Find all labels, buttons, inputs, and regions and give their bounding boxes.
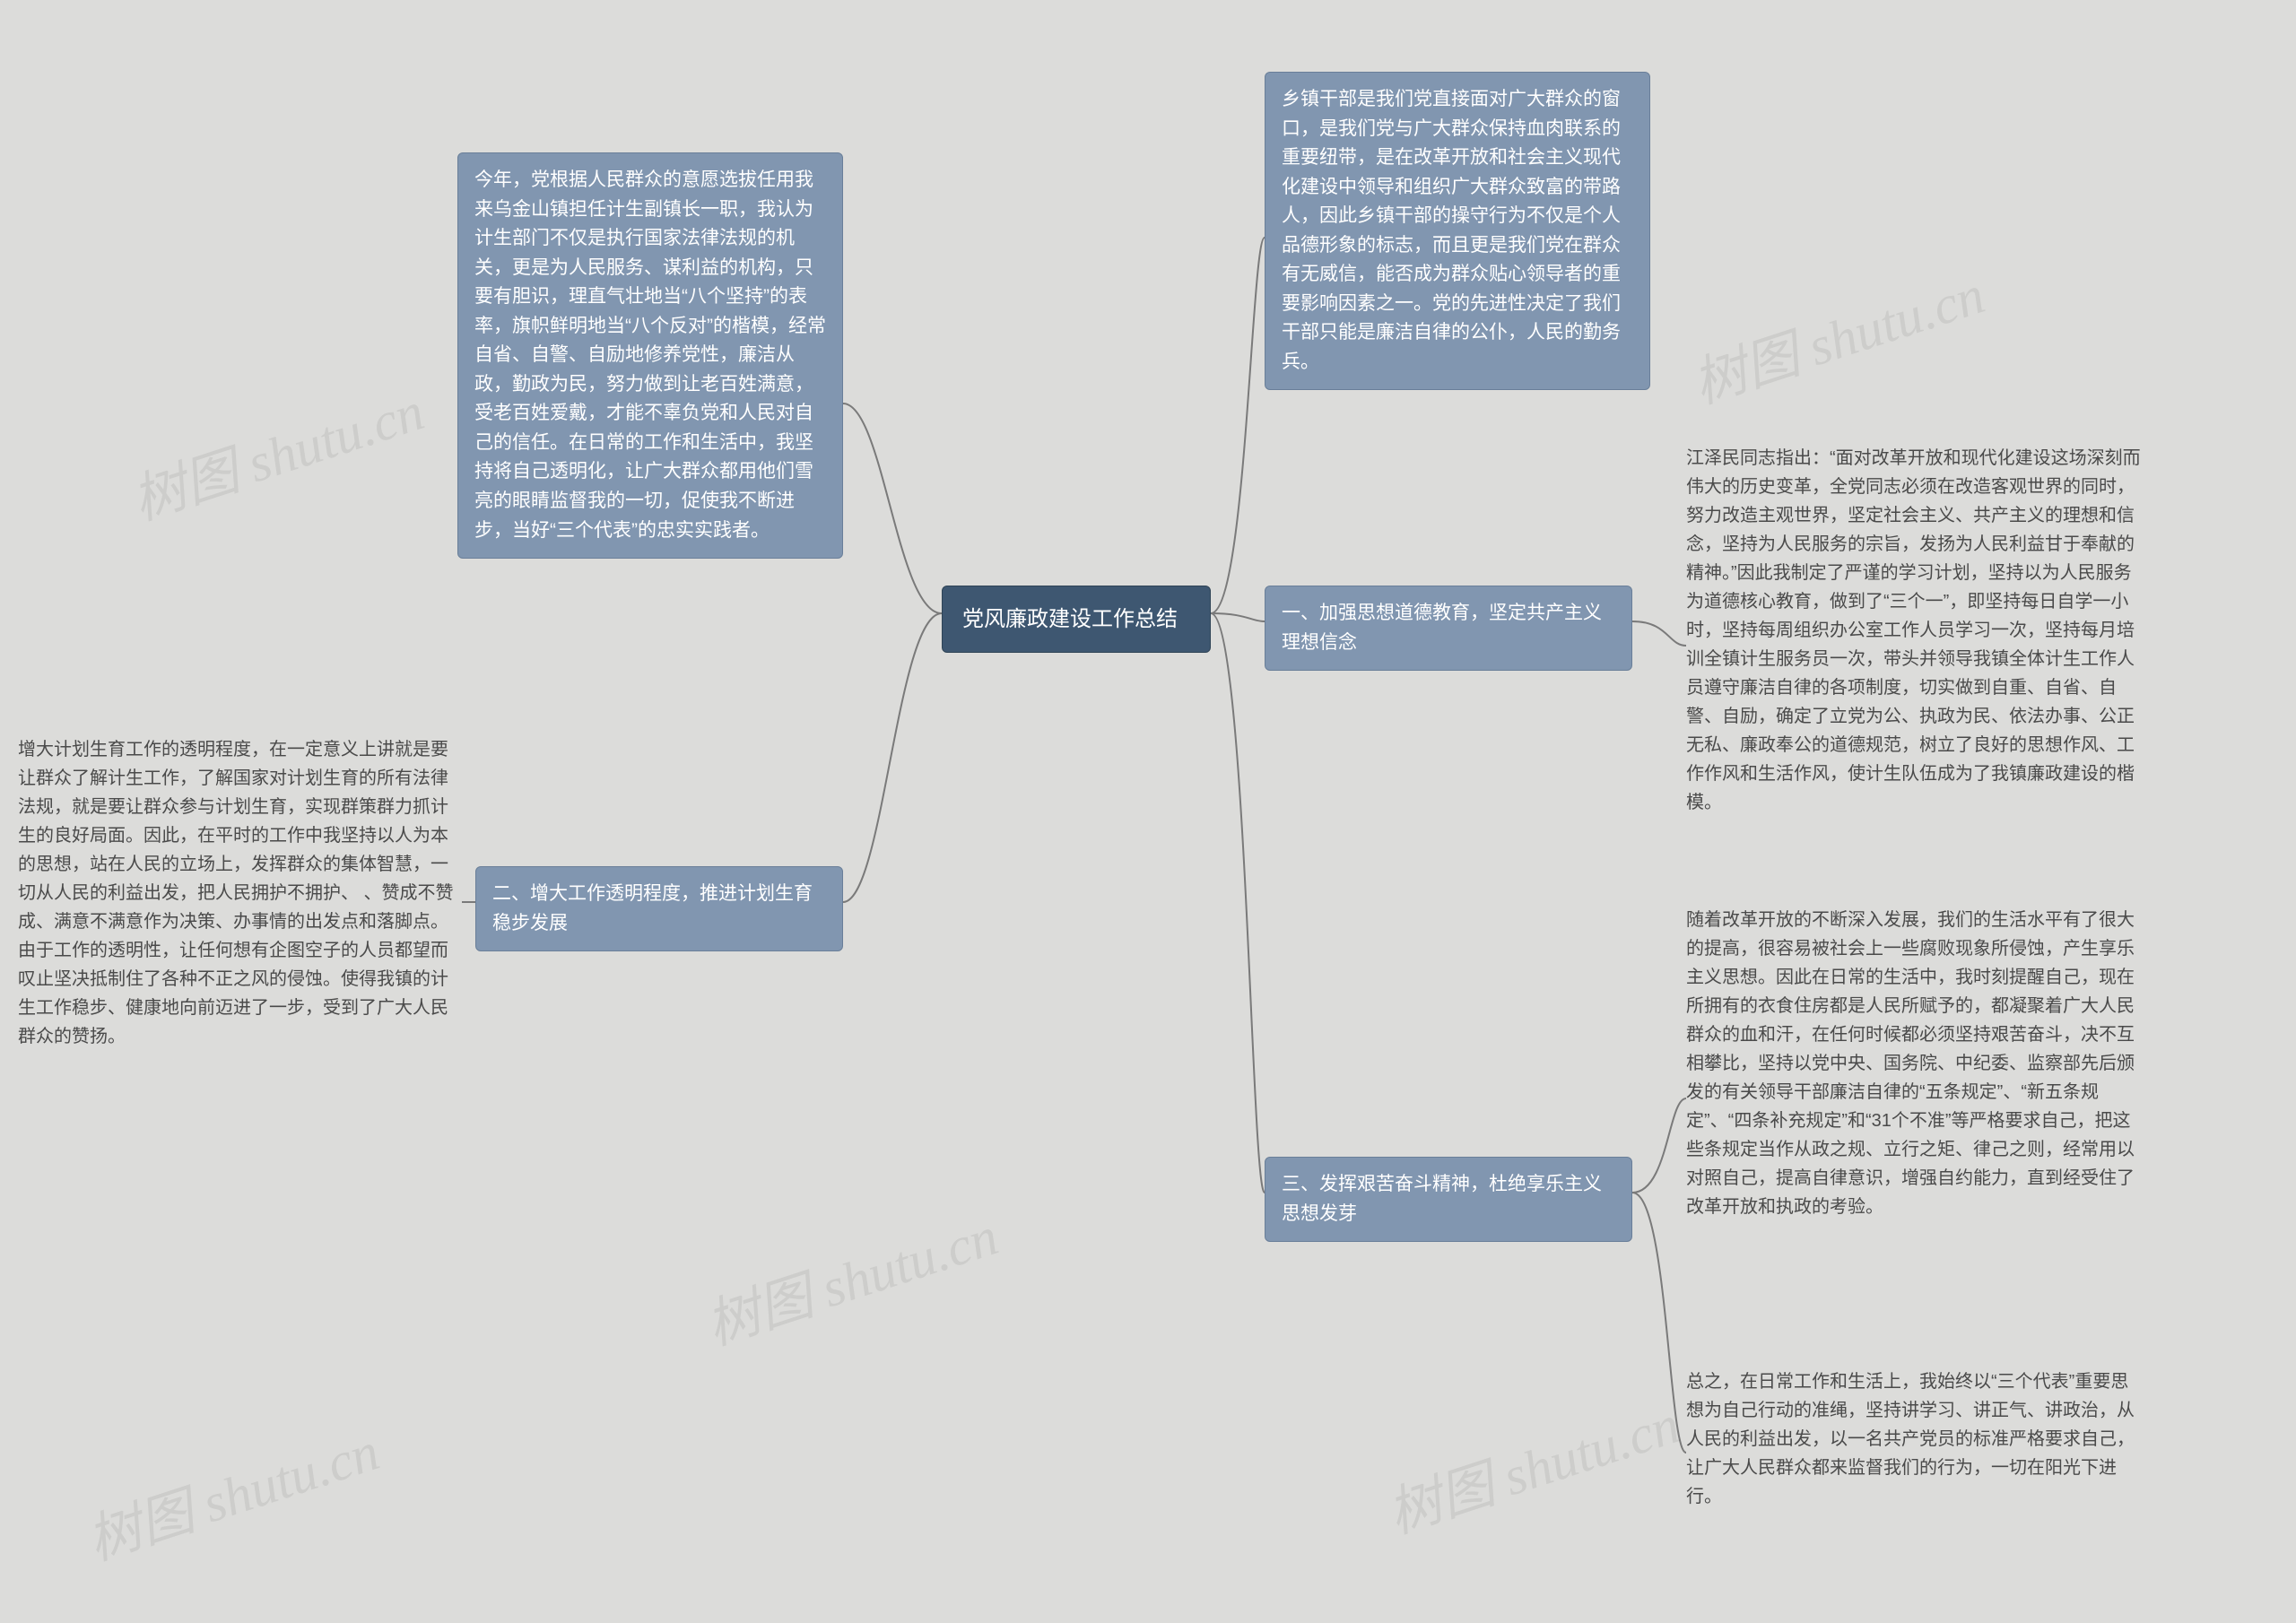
branch-right-ideology[interactable]: 一、加强思想道德教育，坚定共产主义理想信念 — [1265, 586, 1632, 671]
watermark: 树图 shutu.cn — [1377, 1381, 1688, 1549]
branch-left-intro[interactable]: 今年，党根据人民群众的意愿选拔任用我来乌金山镇担任计生副镇长一职，我认为计生部门… — [457, 152, 843, 559]
branch-left-transparency[interactable]: 二、增大工作透明程度，推进计划生育稳步发展 — [475, 866, 843, 951]
mindmap-root[interactable]: 党风廉政建设工作总结 — [942, 586, 1211, 653]
watermark: 树图 shutu.cn — [695, 1193, 1006, 1360]
leaf-right-hardwork-detail-b: 总之，在日常工作和生活上，我始终以“三个代表”重要思想为自己行动的准绳，坚持讲学… — [1686, 1367, 2144, 1511]
watermark: 树图 shutu.cn — [1682, 251, 1993, 419]
watermark: 树图 shutu.cn — [121, 368, 432, 535]
watermark: 树图 shutu.cn — [76, 1408, 387, 1575]
leaf-right-ideology-detail: 江泽民同志指出：“面对改革开放和现代化建设这场深刻而伟大的历史变革，全党同志必须… — [1686, 444, 2144, 817]
leaf-left-transparency-detail: 增大计划生育工作的透明程度，在一定意义上讲就是要让群众了解计生工作，了解国家对计… — [18, 735, 462, 1051]
leaf-right-hardwork-detail-a: 随着改革开放的不断深入发展，我们的生活水平有了很大的提高，很容易被社会上一些腐败… — [1686, 906, 2144, 1221]
branch-right-hardwork[interactable]: 三、发挥艰苦奋斗精神，杜绝享乐主义思想发芽 — [1265, 1157, 1632, 1242]
branch-right-intro[interactable]: 乡镇干部是我们党直接面对广大群众的窗口，是我们党与广大群众保持血肉联系的重要纽带… — [1265, 72, 1650, 390]
